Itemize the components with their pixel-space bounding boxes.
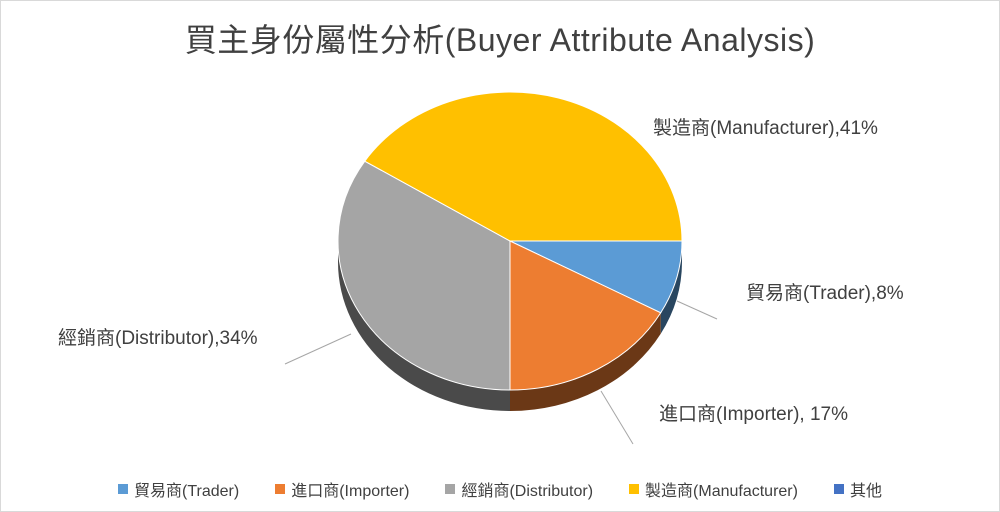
legend-item-manufacturer: 製造商(Manufacturer) <box>629 477 798 501</box>
legend: 貿易商(Trader) 進口商(Importer) 經銷商(Distributo… <box>1 477 999 501</box>
pie-slice-distributor <box>337 160 511 391</box>
data-label-manufacturer: 製造商(Manufacturer),41% <box>653 117 878 139</box>
leader-line-distributor <box>284 333 352 365</box>
data-labels: 製造商(Manufacturer),41% 貿易商(Trader),8% 進口商… <box>58 117 904 425</box>
legend-item-other: 其他 <box>833 477 882 501</box>
data-label-distributor: 經銷商(Distributor),34% <box>58 327 258 349</box>
pie-slice-importer <box>509 240 662 391</box>
legend-swatch <box>445 484 456 494</box>
leader-lines <box>284 300 718 445</box>
pie-side-trader <box>660 241 682 334</box>
chart-title: 買主身份屬性分析(Buyer Attribute Analysis) <box>184 22 816 58</box>
legend-label: 製造商(Manufacturer) <box>645 483 798 500</box>
legend-swatch <box>629 484 640 494</box>
data-label-importer: 進口商(Importer), 17% <box>659 403 848 425</box>
legend-label: 其他 <box>849 483 882 500</box>
pie-slice-manufacturer <box>364 91 683 242</box>
legend-swatch <box>275 484 286 494</box>
pie-side-distributor <box>338 241 510 411</box>
legend-swatch <box>833 484 844 494</box>
leader-line-trader <box>676 300 718 320</box>
data-label-trader: 貿易商(Trader),8% <box>746 282 904 304</box>
legend-item-importer: 進口商(Importer) <box>275 477 409 501</box>
legend-label: 貿易商(Trader) <box>134 483 240 500</box>
pie-top <box>337 91 683 391</box>
legend-item-trader: 貿易商(Trader) <box>118 477 239 501</box>
pie-chart: 製造商(Manufacturer),41% 貿易商(Trader),8% 進口商… <box>58 91 904 445</box>
legend-label: 經銷商(Distributor) <box>461 483 594 500</box>
legend-swatch <box>118 484 129 494</box>
legend-label: 進口商(Importer) <box>291 483 410 500</box>
leader-line-importer <box>600 390 634 445</box>
legend-item-distributor: 經銷商(Distributor) <box>445 477 593 501</box>
